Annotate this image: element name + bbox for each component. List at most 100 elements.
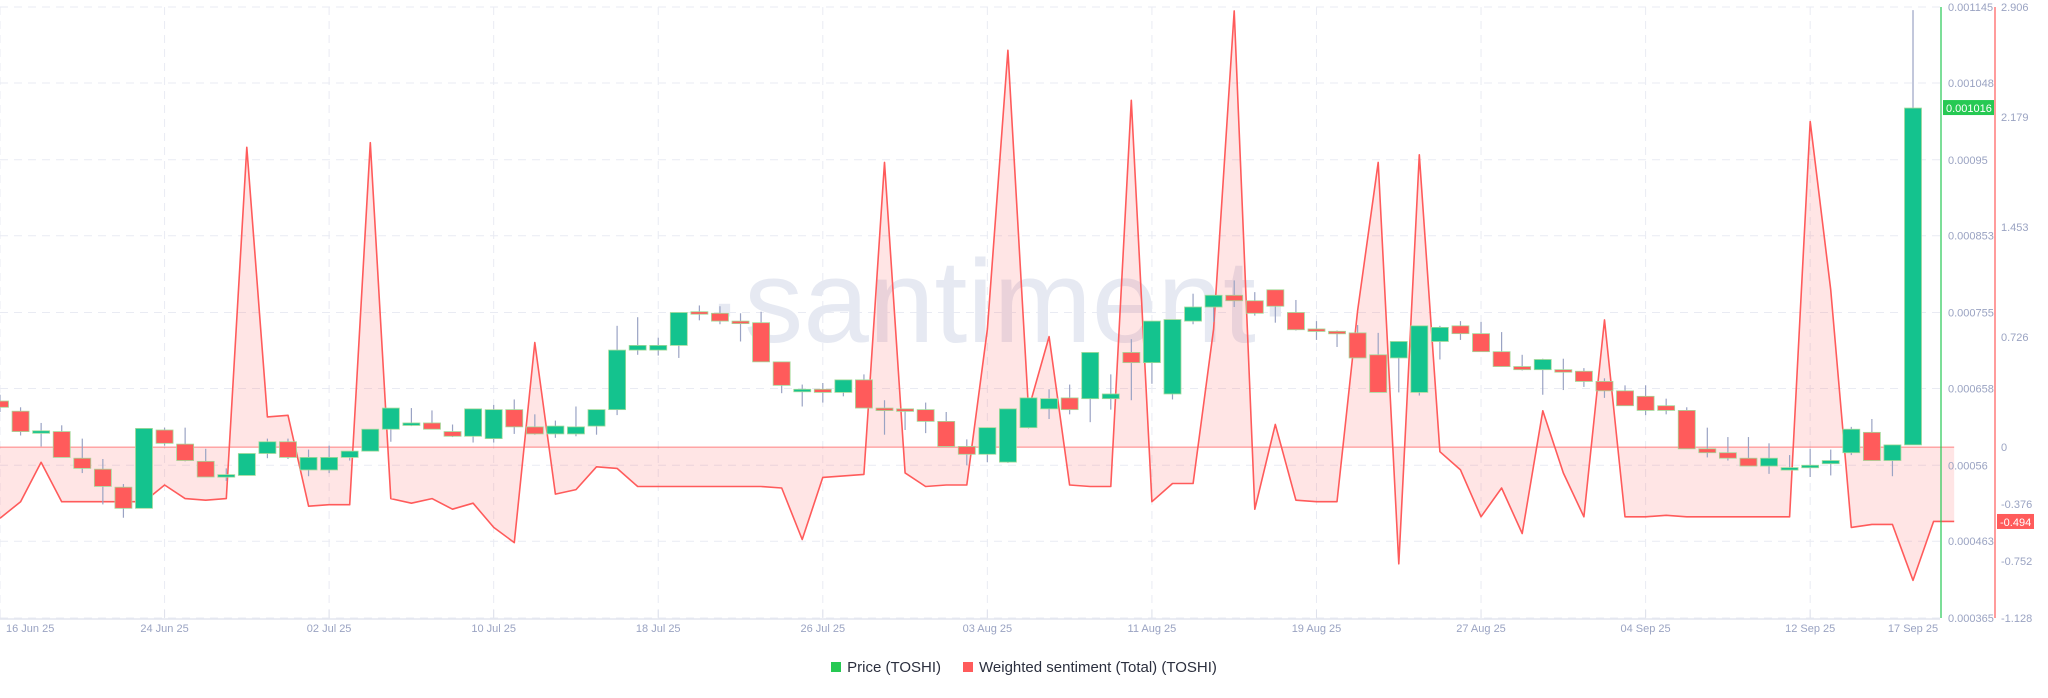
x-tick-label: 16 Jun 25 [6, 623, 54, 635]
candle-down [73, 457, 92, 469]
candle-up [1143, 320, 1161, 364]
candle-down [1348, 332, 1367, 359]
candle-up [217, 474, 236, 478]
price-tick-label: 0.00056 [1948, 460, 1988, 472]
grid-lines [0, 6, 1940, 619]
candle-down [1287, 312, 1305, 331]
candle-up [1883, 444, 1902, 461]
candle-down [1657, 405, 1676, 411]
candle-down [1574, 370, 1593, 382]
candle-up [628, 344, 647, 351]
candle-down [957, 446, 976, 455]
candle-down [423, 422, 441, 430]
candle-up [587, 409, 606, 427]
candle-down [505, 409, 524, 428]
candle-up [1760, 457, 1778, 467]
x-tick-label: 03 Aug 25 [963, 623, 1013, 635]
x-tick-label: 10 Jul 25 [471, 623, 516, 635]
candle-down [176, 443, 195, 461]
x-tick-label: 12 Sep 25 [1785, 623, 1835, 635]
candle-down [1472, 333, 1490, 353]
legend-item-price[interactable]: Price (TOSHI) [831, 659, 941, 676]
candle-down [1122, 352, 1141, 364]
candle-up [1040, 398, 1058, 410]
x-axis: 16 Jun 25 24 Jun 25 02 Jul 25 10 Jul 25 18 J… [0, 610, 1938, 635]
candle-up [608, 349, 626, 411]
x-tick-label: 19 Aug 25 [1292, 623, 1342, 635]
candle-down [1862, 431, 1881, 461]
candle-down [1328, 330, 1346, 335]
candle-down [1554, 369, 1573, 373]
candle-up [320, 457, 339, 471]
sentiment-current-value: -0.494 [2000, 517, 2031, 529]
sentiment-line [0, 10, 1955, 582]
candle-down [11, 410, 30, 432]
price-tick-label: 0.001048 [1948, 78, 1994, 90]
candle-up [669, 312, 688, 346]
sentiment-tick-label: 0.726 [2001, 332, 2029, 344]
candle-up [649, 344, 668, 351]
candle-down [525, 426, 544, 435]
candle-up [1019, 397, 1038, 429]
candle-down [1616, 390, 1634, 407]
candle-up [834, 379, 853, 393]
legend: Price (TOSHI) Weighted sentiment (Total)… [0, 656, 2048, 678]
price-tick-label: 0.000755 [1948, 308, 1994, 320]
candle-up [567, 426, 585, 435]
candle-down [279, 441, 297, 458]
candle-up [1163, 319, 1182, 395]
sentiment-tick-label: -0.752 [2001, 556, 2032, 568]
candle-up [464, 408, 483, 437]
candle-down [1369, 354, 1388, 393]
sentiment-tick-label: -0.376 [2001, 499, 2032, 511]
candle-down [1513, 366, 1532, 371]
candle-down [1595, 381, 1614, 392]
x-tick-label: 18 Jul 25 [636, 623, 681, 635]
candle-down [916, 409, 935, 422]
price-tick-label: 0.001145 [1948, 2, 1993, 14]
price-tick-label: 0.00095 [1948, 155, 1988, 167]
candle-down [1492, 351, 1511, 367]
candle-down [1060, 397, 1079, 411]
candle-up [361, 428, 380, 452]
candle-down [1636, 395, 1655, 411]
candle-down [114, 486, 133, 509]
sentiment-tick-label: -1.128 [2001, 613, 2032, 625]
price-current-value: 0.001016 [1946, 103, 1992, 115]
price-tick-label: 0.000365 [1948, 613, 1994, 625]
sentiment-tick-label: 2.179 [2001, 112, 2029, 124]
candle-down [731, 320, 750, 325]
candle-down [875, 407, 894, 411]
x-tick-label: 04 Sep 25 [1621, 623, 1671, 635]
candle-up [1842, 428, 1861, 454]
candle-up [793, 388, 812, 393]
x-tick-label: 17 Sep 25 [1888, 623, 1938, 635]
candle-up [546, 425, 565, 435]
watermark: ·santiment· [705, 236, 1295, 368]
candle-down [52, 431, 71, 458]
axes [0, 7, 1996, 620]
candle-down [155, 429, 174, 444]
candle-up [1821, 460, 1840, 465]
x-tick-label: 27 Aug 25 [1456, 623, 1506, 635]
candle-up [299, 457, 318, 471]
candle-down [896, 408, 914, 412]
price-current-badge [1943, 100, 1994, 116]
candle-down [1739, 457, 1758, 467]
price-tick-label: 0.000853 [1948, 231, 1994, 243]
candle-up [32, 430, 51, 434]
sentiment-area-series [0, 10, 1955, 582]
candle-down [93, 468, 112, 487]
candle-up [340, 450, 359, 458]
candle-up [381, 407, 400, 430]
legend-item-sentiment[interactable]: Weighted sentiment (Total) (TOSHI) [963, 659, 1217, 676]
price-swatch-icon [831, 662, 842, 672]
candle-up [1431, 326, 1449, 342]
price-tick-label: 0.000463 [1948, 536, 1994, 548]
candle-down [1698, 448, 1717, 454]
candle-up [1410, 325, 1429, 393]
candle-up [1801, 464, 1820, 469]
candle-up [1389, 341, 1408, 359]
